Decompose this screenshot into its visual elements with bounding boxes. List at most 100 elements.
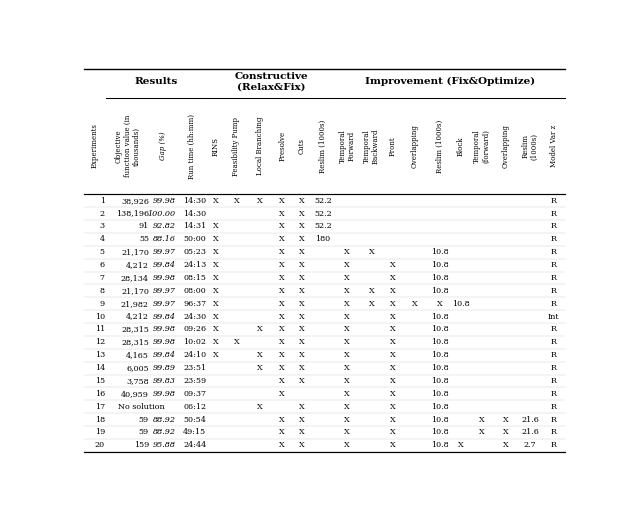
Text: Front: Front bbox=[389, 136, 396, 156]
Text: R: R bbox=[551, 364, 557, 372]
Text: X: X bbox=[299, 287, 305, 295]
Text: Reslim
(1000s): Reslim (1000s) bbox=[522, 133, 539, 160]
Text: Overlapping: Overlapping bbox=[502, 124, 510, 168]
Text: 21,170: 21,170 bbox=[121, 248, 149, 256]
Text: X: X bbox=[299, 274, 305, 282]
Text: R: R bbox=[551, 441, 557, 450]
Text: 88.16: 88.16 bbox=[152, 236, 175, 243]
Text: Overlapping: Overlapping bbox=[410, 124, 418, 168]
Text: 14:31: 14:31 bbox=[183, 223, 206, 230]
Text: Reslim (1000s): Reslim (1000s) bbox=[436, 119, 444, 173]
Text: 99.97: 99.97 bbox=[152, 287, 175, 295]
Text: X: X bbox=[233, 197, 239, 205]
Text: X: X bbox=[369, 300, 374, 308]
Text: X: X bbox=[299, 300, 305, 308]
Text: X: X bbox=[299, 209, 305, 218]
Text: Model Var z: Model Var z bbox=[550, 125, 558, 167]
Text: 3: 3 bbox=[100, 223, 105, 230]
Text: 55: 55 bbox=[139, 236, 149, 243]
Text: X: X bbox=[369, 287, 374, 295]
Text: 10.8: 10.8 bbox=[431, 351, 449, 359]
Text: X: X bbox=[257, 351, 262, 359]
Text: 10.8: 10.8 bbox=[431, 261, 449, 269]
Text: 10.8: 10.8 bbox=[452, 300, 469, 308]
Text: 52.2: 52.2 bbox=[314, 197, 332, 205]
Text: 10:02: 10:02 bbox=[183, 338, 206, 346]
Text: 49:15: 49:15 bbox=[183, 429, 206, 436]
Text: X: X bbox=[257, 197, 262, 205]
Text: X: X bbox=[503, 429, 509, 436]
Text: 12: 12 bbox=[95, 338, 105, 346]
Text: 3,758: 3,758 bbox=[126, 377, 149, 385]
Text: 06:12: 06:12 bbox=[183, 402, 206, 411]
Text: X: X bbox=[299, 223, 305, 230]
Text: 99.84: 99.84 bbox=[152, 261, 175, 269]
Text: X: X bbox=[345, 416, 350, 423]
Text: 16: 16 bbox=[95, 390, 105, 398]
Text: X: X bbox=[299, 338, 305, 346]
Text: X: X bbox=[280, 377, 285, 385]
Text: 99.84: 99.84 bbox=[152, 351, 175, 359]
Text: 59: 59 bbox=[139, 429, 149, 436]
Text: 99.97: 99.97 bbox=[152, 248, 175, 256]
Text: X: X bbox=[299, 313, 305, 321]
Text: 10.8: 10.8 bbox=[431, 429, 449, 436]
Text: Int: Int bbox=[548, 313, 560, 321]
Text: 99.98: 99.98 bbox=[152, 338, 175, 346]
Text: 14:30: 14:30 bbox=[183, 197, 206, 205]
Text: 92.82: 92.82 bbox=[152, 223, 175, 230]
Text: X: X bbox=[437, 300, 443, 308]
Text: 99.89: 99.89 bbox=[152, 364, 175, 372]
Text: X: X bbox=[280, 209, 285, 218]
Text: X: X bbox=[280, 261, 285, 269]
Text: 8: 8 bbox=[100, 287, 105, 295]
Text: 9: 9 bbox=[100, 300, 105, 308]
Text: X: X bbox=[479, 429, 485, 436]
Text: 88.92: 88.92 bbox=[152, 416, 175, 423]
Text: X: X bbox=[299, 197, 305, 205]
Text: 10.8: 10.8 bbox=[431, 274, 449, 282]
Text: 4,212: 4,212 bbox=[126, 313, 149, 321]
Text: 21,982: 21,982 bbox=[121, 300, 149, 308]
Text: X: X bbox=[280, 274, 285, 282]
Text: 13: 13 bbox=[95, 351, 105, 359]
Text: 23:59: 23:59 bbox=[183, 377, 206, 385]
Text: 14: 14 bbox=[95, 364, 105, 372]
Text: 28,134: 28,134 bbox=[121, 274, 149, 282]
Text: R: R bbox=[551, 223, 557, 230]
Text: X: X bbox=[299, 402, 305, 411]
Text: X: X bbox=[503, 441, 509, 450]
Text: No solution: No solution bbox=[118, 402, 165, 411]
Text: R: R bbox=[551, 416, 557, 423]
Text: X: X bbox=[345, 248, 350, 256]
Text: X: X bbox=[299, 364, 305, 372]
Text: 21,170: 21,170 bbox=[121, 287, 149, 295]
Text: 38,926: 38,926 bbox=[121, 197, 149, 205]
Text: X: X bbox=[213, 197, 219, 205]
Text: X: X bbox=[479, 416, 485, 423]
Text: X: X bbox=[345, 441, 350, 450]
Text: 11: 11 bbox=[95, 326, 105, 333]
Text: X: X bbox=[233, 338, 239, 346]
Text: X: X bbox=[389, 261, 395, 269]
Text: 4,165: 4,165 bbox=[126, 351, 149, 359]
Text: 20: 20 bbox=[95, 441, 105, 450]
Text: Run time (hh:mm): Run time (hh:mm) bbox=[188, 114, 196, 179]
Text: 10.8: 10.8 bbox=[431, 287, 449, 295]
Text: 05:23: 05:23 bbox=[183, 248, 206, 256]
Text: 24:44: 24:44 bbox=[183, 441, 206, 450]
Text: 4,212: 4,212 bbox=[126, 261, 149, 269]
Text: R: R bbox=[551, 248, 557, 256]
Text: X: X bbox=[389, 429, 395, 436]
Text: 99.83: 99.83 bbox=[152, 377, 175, 385]
Text: 4: 4 bbox=[100, 236, 105, 243]
Text: R: R bbox=[551, 326, 557, 333]
Text: 10.8: 10.8 bbox=[431, 326, 449, 333]
Text: 10.8: 10.8 bbox=[431, 248, 449, 256]
Text: X: X bbox=[213, 300, 219, 308]
Text: Objective
function value (in
thousands): Objective function value (in thousands) bbox=[115, 115, 141, 177]
Text: 138,196: 138,196 bbox=[116, 209, 149, 218]
Text: R: R bbox=[551, 274, 557, 282]
Text: 159: 159 bbox=[134, 441, 149, 450]
Text: Feasibility Pump: Feasibility Pump bbox=[232, 117, 240, 176]
